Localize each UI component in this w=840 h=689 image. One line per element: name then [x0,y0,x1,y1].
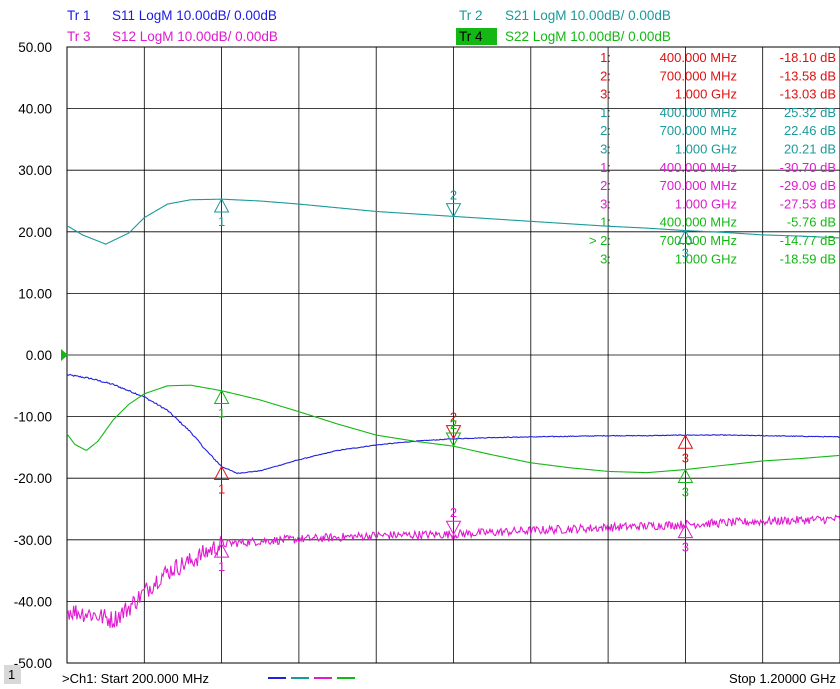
marker-table-index: 1: [600,215,611,230]
marker-number: 2 [450,505,457,520]
marker-table-value: -18.59 dB [780,251,836,266]
marker-table-frequency: 700.000 MHz [660,68,737,83]
marker-table-index: 2: [600,123,611,138]
channel-number-box[interactable] [4,665,21,684]
marker-table-value: -5.76 dB [787,215,836,230]
marker-number: 3 [682,540,689,555]
marker-table-index: 2: [600,68,611,83]
y-tick-label: -50.00 [14,656,52,671]
y-tick-label: 40.00 [18,102,52,117]
marker-table-frequency: 1.000 GHz [675,87,737,102]
marker-triangle[interactable] [677,434,694,449]
marker-triangle[interactable] [445,432,462,448]
y-tick-label: -40.00 [14,594,52,609]
y-axis-ticks: 50.00 40.00 30.00 20.00 10.00 0.00 -10.00 -20.0… [14,40,52,671]
marker-number: 2 [450,410,457,425]
marker-table-frequency: 400.000 MHz [660,105,737,120]
active-trace-highlight [456,28,497,45]
marker-table: 1: 400.000 MHz -18.10 dB 2: 700.000 MHz -13.5… [589,50,836,266]
y-tick-label: 30.00 [18,163,52,178]
trace-4-id[interactable]: Tr 4 [459,29,483,44]
marker-table-value: -18.10 dB [780,50,836,65]
trace-4-param: S22 LogM 10.00dB/ 0.00dB [505,29,671,44]
marker-table-value: -13.03 dB [780,87,836,102]
marker-table-value: -13.58 dB [780,68,836,83]
marker-number: 1 [218,214,225,229]
marker-table-value: -29.09 dB [780,178,836,193]
marker-triangle[interactable] [677,468,694,484]
marker-table-frequency: 400.000 MHz [660,50,737,65]
y-tick-label: -30.00 [14,533,52,548]
marker-table-value: 22.46 dB [784,123,836,138]
marker-triangle[interactable] [213,543,230,558]
marker-table-frequency: 1.000 GHz [675,196,737,211]
trace-2-id[interactable]: Tr 2 [459,8,483,23]
marker-number: 1 [218,559,225,574]
marker-triangle[interactable] [677,523,694,539]
marker-table-index: 3: [600,142,611,157]
y-tick-label: 20.00 [18,225,52,240]
marker-triangle[interactable] [213,197,230,213]
marker-table-index: 2: [600,178,611,193]
trace-header: Tr 1 S11 LogM 10.00dB/ 0.00dB Tr 2 S21 L… [67,8,671,45]
y-tick-label: 0.00 [26,348,52,363]
marker-table-index: 3: [600,196,611,211]
trace-3-id[interactable]: Tr 3 [67,29,91,44]
marker-triangle[interactable] [213,465,230,480]
marker-number: 1 [218,405,225,420]
marker-triangle[interactable] [213,389,230,404]
marker-triangle[interactable] [677,229,694,245]
channel-number: 1 [8,667,15,682]
stop-frequency[interactable]: Stop 1.20000 GHz [729,671,836,686]
marker-table-value: -30.70 dB [780,160,836,175]
marker-table-index: 1: [600,160,611,175]
y-tick-label: -20.00 [14,471,52,486]
marker-table-value: 20.21 dB [784,142,836,157]
marker-number: 2 [450,188,457,203]
marker-number: 2 [450,417,457,432]
marker-triangle[interactable] [445,203,462,218]
marker-table-frequency: 700.000 MHz [660,123,737,138]
y-tick-label: 10.00 [18,286,52,301]
marker-number: 3 [682,450,689,465]
trace-3-param: S12 LogM 10.00dB/ 0.00dB [112,29,278,44]
marker-table-index: 1: [600,50,611,65]
marker-table-index: 3: [600,251,611,266]
reference-level-arrow[interactable] [61,349,68,361]
trace-1-id[interactable]: Tr 1 [67,8,91,23]
marker-table-frequency: 700.000 MHz [660,233,737,248]
marker-table-value: -27.53 dB [780,196,836,211]
marker-table-frequency: 1.000 GHz [675,251,737,266]
trace-2-param: S21 LogM 10.00dB/ 0.00dB [505,8,671,23]
marker-table-value: 25.32 dB [784,105,836,120]
trace-1-param: S11 LogM 10.00dB/ 0.00dB [112,8,277,23]
y-tick-label: 50.00 [18,40,52,55]
marker-number: 3 [682,246,689,261]
plot-grid [66,46,840,664]
markers: 1 2 3 1 2 3 1 2 3 1 2 3 [213,188,694,574]
start-frequency[interactable]: >Ch1: Start 200.000 MHz [62,671,209,686]
marker-triangle[interactable] [445,425,462,440]
y-tick-label: -10.00 [14,410,52,425]
marker-table-frequency: 400.000 MHz [660,160,737,175]
marker-number: 1 [218,481,225,496]
marker-number: 3 [682,485,689,500]
marker-table-frequency: 1.000 GHz [675,142,737,157]
marker-table-frequency: 700.000 MHz [660,178,737,193]
marker-triangle[interactable] [445,520,462,536]
footer: 1 >Ch1: Start 200.000 MHz Stop 1.20000 G… [4,665,836,686]
marker-table-frequency: 400.000 MHz [660,215,737,230]
marker-table-index: 3: [600,87,611,102]
marker-table-index: > 2: [589,233,611,248]
marker-table-index: 1: [600,105,611,120]
